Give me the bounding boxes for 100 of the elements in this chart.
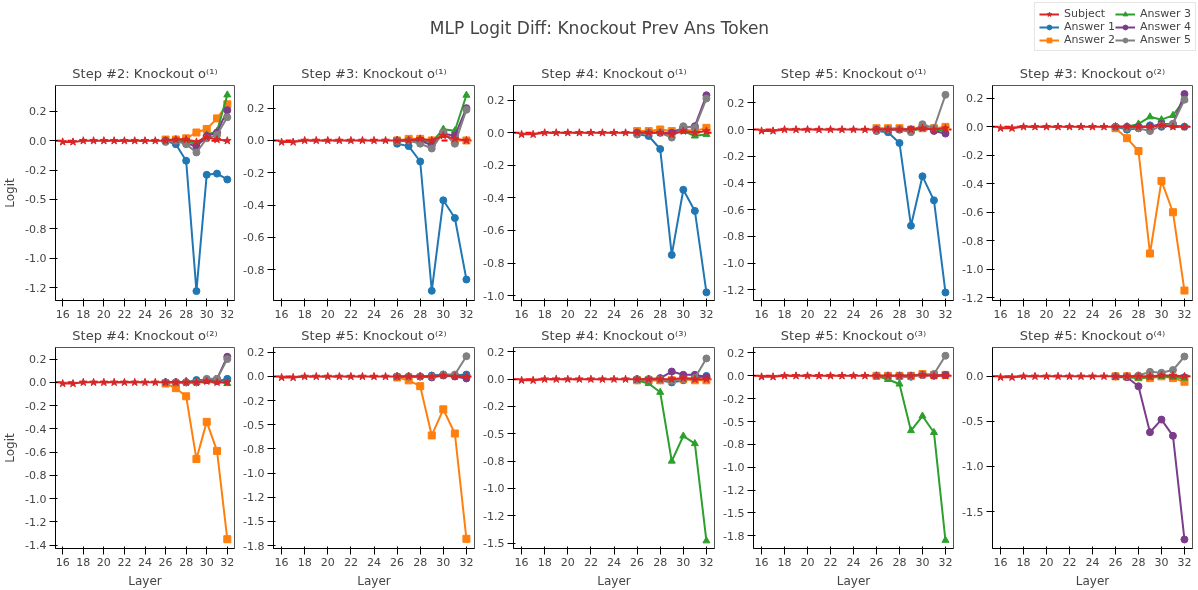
x-tick-label: 26	[630, 555, 645, 569]
x-tick-label: 30	[1154, 307, 1169, 321]
y-tick-label: -1.2	[483, 509, 505, 523]
x-tick-label: 22	[823, 307, 838, 321]
x-tick-label: 26	[158, 555, 173, 569]
x-tick-label: 30	[1154, 555, 1169, 569]
y-axis-title: Logit	[3, 177, 18, 208]
x-tick-label: 28	[413, 555, 428, 569]
y-tick-label: -0.8	[723, 438, 745, 452]
y-tick-label: 0.0	[966, 120, 984, 134]
y-tick-label: 0.2	[727, 96, 745, 110]
y-tick-label: -1.5	[962, 505, 984, 519]
y-tick-label: -1.5	[723, 506, 745, 520]
x-tick-label: 24	[367, 307, 381, 321]
y-tick-label: -0.5	[25, 193, 47, 207]
x-tick-label: 24	[138, 307, 152, 321]
x-tick-label: 18	[537, 307, 552, 321]
y-tick-label: -0.8	[962, 234, 984, 248]
x-tick-label: 30	[676, 307, 691, 321]
y-tick-label: -1.0	[25, 252, 47, 266]
chart-title: Step #3: Knockout o⁽¹⁾	[301, 65, 447, 81]
x-tick-label: 22	[343, 555, 358, 569]
x-tick-label: 16	[754, 555, 769, 569]
x-tick-label: 20	[320, 555, 335, 569]
x-tick-label: 24	[607, 307, 621, 321]
x-tick-label: 32	[699, 555, 714, 569]
y-tick-label: -1.0	[962, 460, 984, 474]
x-tick-label: 32	[1177, 555, 1192, 569]
x-tick-label: 32	[938, 307, 953, 321]
x-tick-label: 18	[297, 555, 312, 569]
x-tick-label: 28	[413, 307, 428, 321]
x-tick-label: 16	[754, 307, 769, 321]
x-tick-label: 30	[199, 555, 214, 569]
y-tick-label: 0.0	[487, 126, 505, 140]
y-tick-label: -0.8	[25, 469, 47, 483]
x-tick-label: 32	[699, 307, 714, 321]
y-tick-label: -0.6	[243, 231, 265, 245]
legend-label: Subject	[1063, 7, 1106, 20]
legend-label: Answer 5	[1139, 33, 1191, 46]
x-axis-title: Layer	[128, 573, 162, 588]
x-tick-label: 16	[274, 307, 289, 321]
y-tick-label: 0.0	[727, 369, 745, 383]
x-tick-label: 20	[320, 307, 335, 321]
chart-title: Step #4: Knockout o⁽³⁾	[541, 327, 687, 343]
x-tick-label: 24	[1085, 555, 1100, 569]
x-tick-label: 20	[1039, 307, 1054, 321]
x-tick-label: 16	[55, 555, 70, 569]
y-tick-label: -0.2	[723, 392, 745, 406]
y-tick-label: -0.2	[25, 399, 47, 413]
chart-title: Step #5: Knockout o⁽⁴⁾	[1019, 327, 1166, 343]
y-tick-label: 0.2	[247, 346, 265, 360]
y-tick-label: 0.2	[966, 92, 984, 106]
y-tick-label: -1.0	[483, 482, 505, 496]
x-tick-label: 28	[1131, 555, 1146, 569]
x-tick-label: 24	[138, 555, 152, 569]
x-tick-label: 16	[514, 555, 529, 569]
y-tick-label: -0.8	[25, 222, 47, 236]
y-tick-label: 0.2	[247, 102, 265, 116]
y-tick-label: -1.0	[483, 289, 505, 303]
legend-label: Answer 1	[1063, 20, 1115, 33]
x-tick-label: 26	[869, 555, 884, 569]
y-tick-label: -0.8	[483, 455, 505, 469]
y-tick-label: -0.2	[962, 149, 984, 163]
y-tick-label: -0.2	[243, 394, 265, 408]
y-tick-label: 0.0	[727, 123, 745, 137]
legend-label: Answer 2	[1063, 33, 1115, 46]
y-tick-label: -1.2	[25, 281, 47, 295]
x-tick-label: 22	[343, 307, 358, 321]
x-tick-label: 26	[390, 307, 405, 321]
x-tick-label: 30	[436, 555, 451, 569]
x-tick-label: 22	[1062, 555, 1077, 569]
x-tick-label: 20	[800, 307, 815, 321]
y-tick-label: -1.0	[243, 467, 265, 481]
x-tick-label: 18	[537, 555, 552, 569]
x-tick-label: 32	[459, 307, 474, 321]
chart-title: Step #4: Knockout o⁽¹⁾	[541, 65, 687, 81]
y-tick-label: -1.8	[723, 529, 745, 543]
x-axis-title: Layer	[836, 573, 871, 588]
y-tick-label: -0.4	[962, 177, 984, 191]
y-tick-label: -1.0	[723, 257, 745, 271]
y-tick-label: -0.2	[483, 400, 505, 414]
y-tick-label: 0.0	[29, 376, 47, 390]
x-tick-label: 28	[653, 555, 668, 569]
y-tick-label: -1.8	[243, 539, 265, 553]
x-tick-label: 28	[892, 307, 907, 321]
y-tick-label: -1.2	[723, 283, 745, 297]
chart-title: Step #5: Knockout o⁽¹⁾	[780, 65, 927, 81]
x-axis-title: Layer	[1075, 573, 1110, 588]
x-tick-label: 30	[676, 555, 691, 569]
y-tick-label: -0.5	[243, 418, 265, 432]
y-tick-label: -0.6	[723, 203, 745, 217]
y-tick-label: 0.2	[487, 345, 505, 359]
x-tick-label: 24	[846, 307, 861, 321]
y-tick-label: -0.4	[483, 191, 505, 205]
chart-title: Step #5: Knockout o⁽³⁾	[780, 327, 927, 343]
x-tick-label: 16	[514, 307, 529, 321]
y-tick-label: -0.2	[243, 166, 265, 180]
x-tick-label: 26	[869, 307, 884, 321]
x-tick-label: 18	[297, 307, 312, 321]
x-tick-label: 24	[1085, 307, 1100, 321]
